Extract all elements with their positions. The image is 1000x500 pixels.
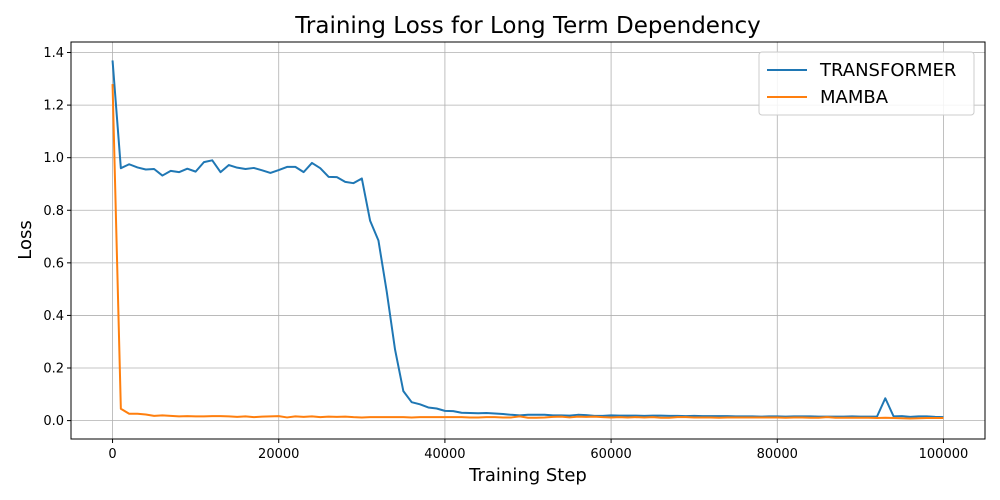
y-tick-label: 0.6 (43, 256, 64, 271)
y-tick-label: 0.4 (43, 309, 64, 324)
y-tick-label: 1.0 (43, 151, 64, 166)
y-tick-label: 0.2 (43, 362, 64, 377)
x-tick-label: 20000 (258, 447, 299, 462)
legend-label-mamba: MAMBA (820, 87, 889, 108)
x-tick-label: 40000 (424, 447, 465, 462)
x-tick-label: 0 (108, 447, 116, 462)
y-tick-label: 0.0 (43, 414, 64, 429)
chart-title: Training Loss for Long Term Dependency (294, 13, 761, 39)
y-axis-title: Loss (15, 220, 36, 259)
series-line-mamba (111, 84, 944, 420)
x-axis-title: Training Step (468, 465, 587, 486)
series-line-transformer (111, 60, 944, 419)
y-tick-label: 1.2 (43, 99, 64, 114)
grid (71, 42, 985, 439)
legend-box (758, 51, 975, 116)
plot-frame (70, 41, 986, 440)
x-tick-label: 60000 (590, 447, 631, 462)
x-tick-label: 80000 (757, 447, 798, 462)
legend: TRANSFORMER MAMBA (758, 51, 975, 116)
x-tick-label: 100000 (919, 447, 969, 462)
y-tick-label: 1.4 (43, 46, 64, 61)
y-tick-label: 0.8 (43, 204, 64, 219)
series-lines (111, 60, 944, 420)
legend-label-transformer: TRANSFORMER (819, 60, 956, 81)
axis-ticks: 0 20000 40000 60000 80000 100000 0.0 0.2 0.4 0.6 0… (43, 46, 968, 462)
